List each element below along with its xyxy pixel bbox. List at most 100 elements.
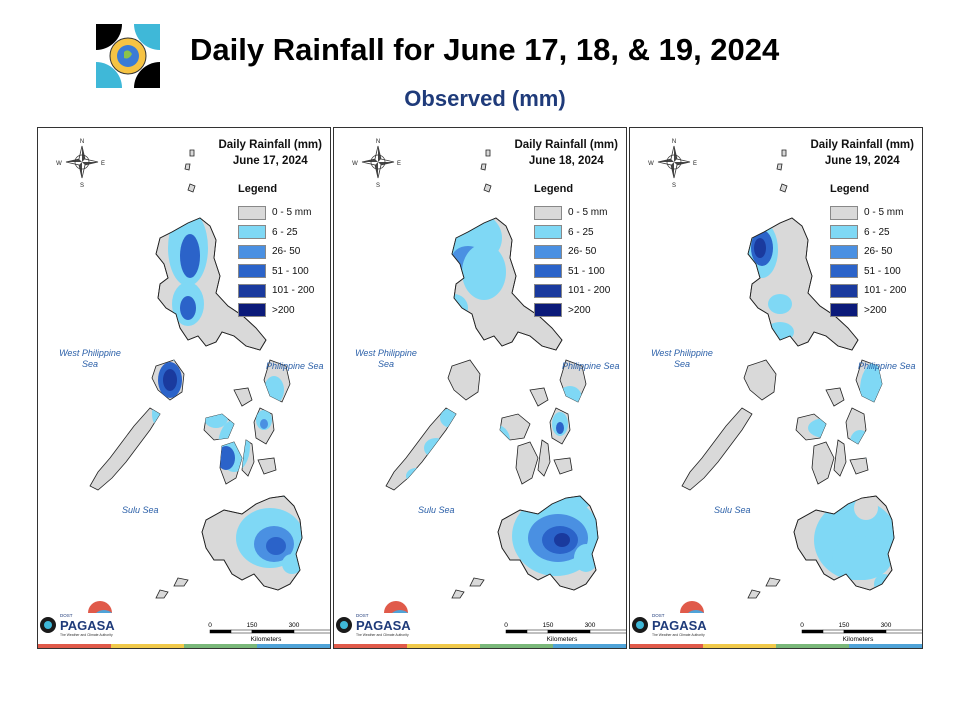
brand-color-stripe [334,644,626,648]
west-philippine-sea-label: West Philippine Sea [651,348,713,369]
legend-item: >200 [830,301,906,321]
island-shape [811,441,835,485]
legend-label: 26- 50 [864,246,893,258]
stripe-segment [184,644,257,648]
legend-item: 26- 50 [830,242,906,262]
coastline [747,217,859,351]
rainfall-area [808,418,844,438]
rainfall-area [574,544,598,572]
map-panel-day-3: NSEW0150300600KilometersDOSTPAGASAThe We… [629,127,923,649]
legend-swatch [534,225,562,240]
legend-swatch [534,205,562,220]
legend-item: 51 - 100 [238,262,314,282]
stripe-segment [849,644,922,648]
panel-heading-title: Daily Rainfall (mm) [514,139,618,151]
compass-n-label: N [80,139,84,145]
island-shape [451,577,485,599]
rainfall-area [850,430,870,454]
legend-item: 26- 50 [238,242,314,262]
panel-heading-title: Daily Rainfall (mm) [218,139,322,151]
coastline [155,217,267,351]
philippine-sea-label: Philippine Sea [266,361,324,371]
legend-label: 51 - 100 [568,265,605,277]
scale-tick-label: 300 [585,622,596,629]
legend-swatch [830,225,858,240]
scale-tick-label: 0 [504,622,508,629]
scale-bar: 0150300600Kilometers [504,622,626,643]
rainfall-area [264,376,284,404]
island-shape [743,359,777,401]
rainfall-area [478,424,510,456]
stripe-segment [38,644,111,648]
stripe-segment [111,644,184,648]
philippines-rainfall-map: NSEW0150300600KilometersDOSTPAGASAThe We… [336,139,626,643]
rainfall-area [766,428,794,448]
stripe-segment [334,644,407,648]
legend-item: 51 - 100 [534,262,610,282]
legend-label: 26- 50 [272,246,301,258]
island-shape [553,457,573,475]
scale-tick-label: 0 [208,622,212,629]
legend-label: 101 - 200 [568,285,611,297]
rainfall-area [874,574,894,594]
scale-tick-label: 300 [289,622,300,629]
island-shape [537,439,551,477]
legend-item: 6 - 25 [238,223,314,243]
rainfall-area [832,536,892,580]
legend-item: 101 - 200 [830,281,906,301]
rainfall-area [862,440,878,460]
legend-label: 6 - 25 [272,226,298,238]
brand-name: PAGASA [356,618,411,633]
brand-tagline: The Weather and Climate Authority [652,633,705,637]
brand-color-stripe [38,644,330,648]
rainfall-area [180,296,196,320]
legend-swatch [238,283,266,298]
scale-tick-label: 150 [839,622,850,629]
brand-color-stripe [630,644,922,648]
rainfall-area [204,408,228,428]
legend-label: 101 - 200 [864,285,907,297]
brand-tagline: The Weather and Climate Authority [60,633,113,637]
island-shape [747,577,781,599]
rainfall-area [180,234,200,278]
rainfall-area [866,402,886,434]
rainfall-area [766,322,794,342]
stripe-segment [407,644,480,648]
legend-swatch [830,244,858,259]
sulu-sea-label: Sulu Sea [714,505,751,515]
scale-unit-label: Kilometers [843,636,874,643]
legend-swatch [830,303,858,318]
compass-e-label: E [397,161,401,167]
panel-heading: Daily Rainfall (mm) June 17, 2024 [218,137,322,169]
legend-label: >200 [864,304,887,316]
legend-swatch [238,264,266,279]
island-shape [833,439,847,477]
rainfall-area [728,300,748,316]
compass-w-label: W [648,161,654,167]
west-philippine-sea-label: West Philippine Sea [355,348,417,369]
west-philippine-sea-label: West Philippine Sea [59,348,121,369]
legend-title: Legend [830,183,870,195]
island-shape [515,441,539,485]
island-shape [499,413,531,441]
legend-title: Legend [534,183,574,195]
page-title: Daily Rainfall for June 17, 18, & 19, 20… [190,32,780,67]
rainfall-area [217,446,235,470]
panel-heading-title: Daily Rainfall (mm) [810,139,914,151]
brand-name: PAGASA [60,618,115,633]
philippine-sea-label: Philippine Sea [858,361,916,371]
brand-prefix: DOST [60,613,73,618]
legend-label: 101 - 200 [272,285,315,297]
legend-item: 101 - 200 [238,281,314,301]
coastline [793,495,895,591]
rainfall-area [152,402,164,426]
brand-prefix: DOST [356,613,369,618]
rainfall-area [768,294,792,314]
page-subtitle: Observed (mm) [404,86,566,111]
compass-n-label: N [376,139,380,145]
rainfall-legend: Legend 0 - 5 mm 6 - 25 26- 50 51 - 100 101 - … [534,183,610,320]
legend-swatch [830,283,858,298]
compass-rose: N S E W [648,139,697,189]
scale-bar: 0150300600Kilometers [208,622,330,643]
